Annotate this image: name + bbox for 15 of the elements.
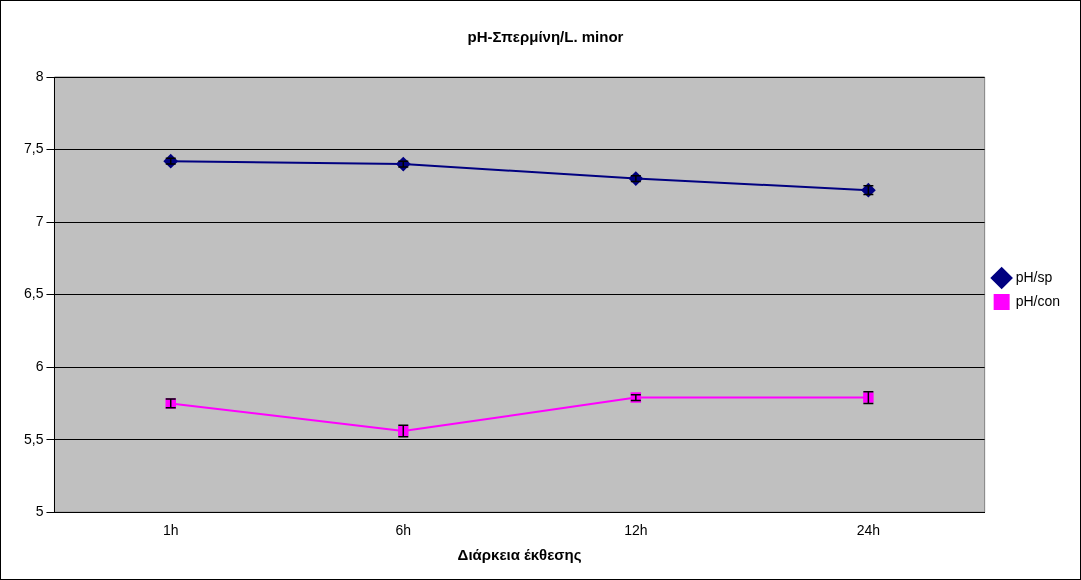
x-tick-label: 6h: [395, 522, 412, 539]
chart-title: pH-Σπερμίνη/L. minor: [467, 28, 624, 46]
x-tick-label: 24h: [856, 522, 881, 539]
y-tick-label: 8: [35, 67, 44, 84]
x-tick-label: 12h: [624, 522, 648, 539]
y-tick-label: 7: [35, 212, 44, 229]
y-tick-label: 6: [35, 357, 44, 374]
x-axis-title: Διάρκεια έκθεσης: [457, 546, 582, 564]
y-tick-label: 7,5: [23, 140, 44, 157]
x-tick-label: 1h: [162, 522, 179, 539]
y-tick-label: 6,5: [23, 285, 44, 302]
legend-label: pH/con: [1015, 292, 1060, 309]
y-tick-label: 5,5: [23, 430, 44, 447]
y-tick-label: 5: [35, 503, 44, 520]
legend-label: pH/sp: [1015, 268, 1053, 285]
